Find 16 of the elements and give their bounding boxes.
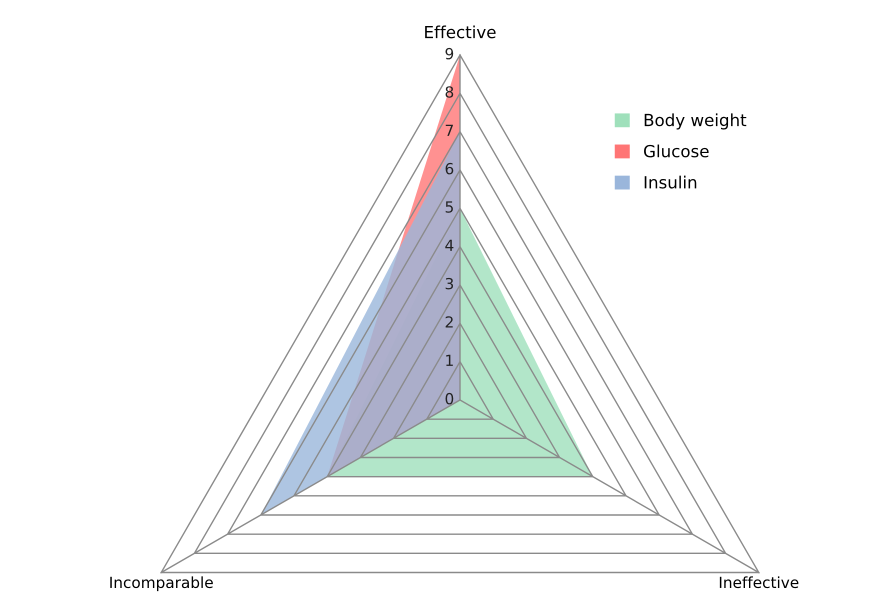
legend-label: Glucose [644, 144, 709, 158]
y-tick-label: 6 [446, 162, 454, 174]
y-tick-label: 0 [446, 392, 454, 404]
spoke-label: Ineffective [720, 576, 798, 588]
y-tick-label: 4 [445, 240, 454, 251]
y-tick-label: 8 [446, 86, 454, 98]
y-tick-label: 9 [445, 48, 454, 60]
spoke-label: Effective [425, 25, 496, 38]
y-tick-label: 2 [446, 316, 453, 328]
y-tick-label: 1 [446, 354, 453, 366]
legend-label: Body weight [644, 113, 746, 130]
legend-label: Insulin [644, 176, 696, 189]
y-tick-label: 3 [446, 278, 454, 290]
y-tick-label: 5 [446, 201, 453, 213]
y-tick-label: 7 [446, 124, 453, 136]
spoke-label: Incomparable [110, 576, 213, 592]
